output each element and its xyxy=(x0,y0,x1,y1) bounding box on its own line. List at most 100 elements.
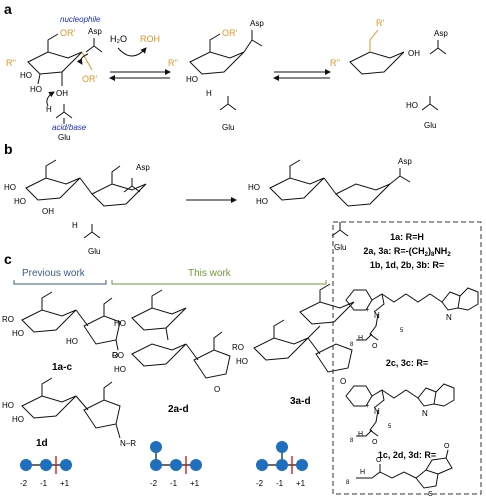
ho-label-c4: HO xyxy=(12,415,24,424)
cy5-n: N xyxy=(446,313,452,322)
disaccharide-intermediate xyxy=(269,159,411,207)
sugar-node xyxy=(296,459,308,471)
cy3-n-plus: N xyxy=(374,407,380,416)
cy5-structure xyxy=(345,287,479,341)
subsite-label: -2 xyxy=(20,479,28,488)
subsite-schematic-3: -2 -1 +1 xyxy=(256,441,308,488)
subsite-label: +1 xyxy=(190,479,200,488)
acid-base-label: acid/base xyxy=(52,123,87,132)
or-prime-label-3: OR' xyxy=(222,28,238,38)
ho-label-b2: HO xyxy=(14,197,26,206)
ho-label-c1: HO xyxy=(12,329,24,338)
ho-label-c6: HO xyxy=(114,365,126,374)
o-label-c2: O xyxy=(214,385,220,394)
r-double-prime-label-3: R'' xyxy=(330,58,340,68)
panel-c: c Previous work This work RO HO HO O 1a-… xyxy=(2,251,355,488)
product-sugar xyxy=(349,29,447,111)
o-label-c3: O xyxy=(340,377,346,386)
panel-b-letter: b xyxy=(4,141,13,157)
sugar-node xyxy=(276,441,288,453)
r-amine-entry: 2a, 3a: R=-(CH2)8NH2 xyxy=(363,246,451,258)
acid-arrow xyxy=(46,91,55,107)
ro-label: RO xyxy=(2,315,14,324)
asp-carboxylate xyxy=(85,38,103,53)
r-prime-label: R' xyxy=(376,18,384,28)
glu-label-2: Glu xyxy=(222,123,234,132)
asp-label-b2: Asp xyxy=(398,157,412,166)
cy3-sub5: 5 xyxy=(388,424,392,430)
glu-label-b2: Glu xyxy=(334,243,346,252)
this-work-bracket xyxy=(111,280,327,285)
asp-label-2: Asp xyxy=(250,19,264,28)
subsite-schematic-1: -2 -1 +1 xyxy=(20,456,72,488)
compound-1d-structure xyxy=(21,377,121,439)
sugar-node xyxy=(40,459,52,471)
nucleophile-label: nucleophile xyxy=(60,15,101,24)
subsite-schematic-2: -2 -1 +1 xyxy=(150,441,202,488)
glu-carboxylate-b2 xyxy=(331,222,349,237)
cy3-o: O xyxy=(372,439,378,446)
asp-label-b: Asp xyxy=(136,163,150,172)
sugar-node xyxy=(60,459,72,471)
h-label-2: H xyxy=(206,89,212,98)
panel-a: a OR' R'' HO HO OH OR' nucleophile Asp a… xyxy=(4,1,448,142)
asp-label-3: Asp xyxy=(434,29,448,38)
cy3-h: H xyxy=(358,431,363,438)
glu-label-3: Glu xyxy=(424,121,436,130)
ho-label-4: HO xyxy=(406,101,418,110)
ho-label: HO xyxy=(20,71,32,80)
asp-label: Asp xyxy=(88,27,102,36)
r-cy3-entry: 2c, 3c: R= xyxy=(386,358,428,368)
r-group-legend: 1a: R=H 2a, 3a: R=-(CH2)8NH2 1b, 1d, 2b,… xyxy=(332,221,482,498)
ho-label-2: HO xyxy=(30,85,42,94)
ho-label-b3: HO xyxy=(248,183,260,192)
biotin-h: H xyxy=(360,469,365,476)
sugar-node xyxy=(276,459,288,471)
subsite-label: -1 xyxy=(276,479,284,488)
sugar-node xyxy=(20,459,32,471)
compound-3ad-structure xyxy=(253,283,355,373)
panel-c-letter: c xyxy=(4,251,12,267)
subsite-label: -2 xyxy=(150,479,158,488)
glu-carboxylate xyxy=(55,104,73,124)
roh-label: ROH xyxy=(140,34,160,44)
biotin-o: O xyxy=(376,457,382,464)
glycosyl-substrate xyxy=(27,33,93,86)
biotin-sub8: 8 xyxy=(346,480,350,486)
ho-label-c7: HO xyxy=(236,357,248,366)
cy5-o: O xyxy=(372,343,378,350)
legend-border xyxy=(332,221,482,495)
cy3-plus: + xyxy=(366,404,370,410)
subsite-label: +1 xyxy=(296,479,306,488)
r-h-entry: 1a: R=H xyxy=(390,232,424,242)
biotin-o-2: O xyxy=(444,443,450,450)
cy5-n-plus: N xyxy=(374,311,380,320)
sugar-node xyxy=(170,459,182,471)
ho-label-3: HO xyxy=(186,75,198,84)
sugar-node xyxy=(190,459,202,471)
ro-label-2: RO xyxy=(112,351,124,360)
ho-label-c2: HO xyxy=(66,337,78,346)
cy3-sub8: 8 xyxy=(350,438,354,444)
compound-1d-label: 1d xyxy=(36,438,48,449)
o-label-c1: O xyxy=(112,351,118,360)
sugar-node xyxy=(256,459,268,471)
nucleophile-arrow xyxy=(76,53,89,65)
cy3-n: N xyxy=(422,409,428,418)
r-cy5-entry: 1b, 1d, 2b, 3b: R= xyxy=(370,260,444,270)
h-label: H xyxy=(46,105,52,114)
disaccharide-substrate xyxy=(25,159,147,239)
previous-work-bracket xyxy=(13,280,107,285)
ring-substituent xyxy=(47,33,59,52)
exchange-arrow xyxy=(117,47,147,57)
panel-a-letter: a xyxy=(4,1,12,17)
r-biotin-entry: 1c, 2d, 3d: R= xyxy=(378,450,436,460)
subsite-label: -1 xyxy=(170,479,178,488)
glycosyl-enzyme-intermediate xyxy=(189,30,263,111)
sugar-node xyxy=(150,441,162,453)
this-work-label: This work xyxy=(188,268,232,279)
cy5-sub5: 5 xyxy=(400,328,404,334)
biotin-s: S xyxy=(428,491,433,498)
cy5-sub8: 8 xyxy=(350,342,354,348)
